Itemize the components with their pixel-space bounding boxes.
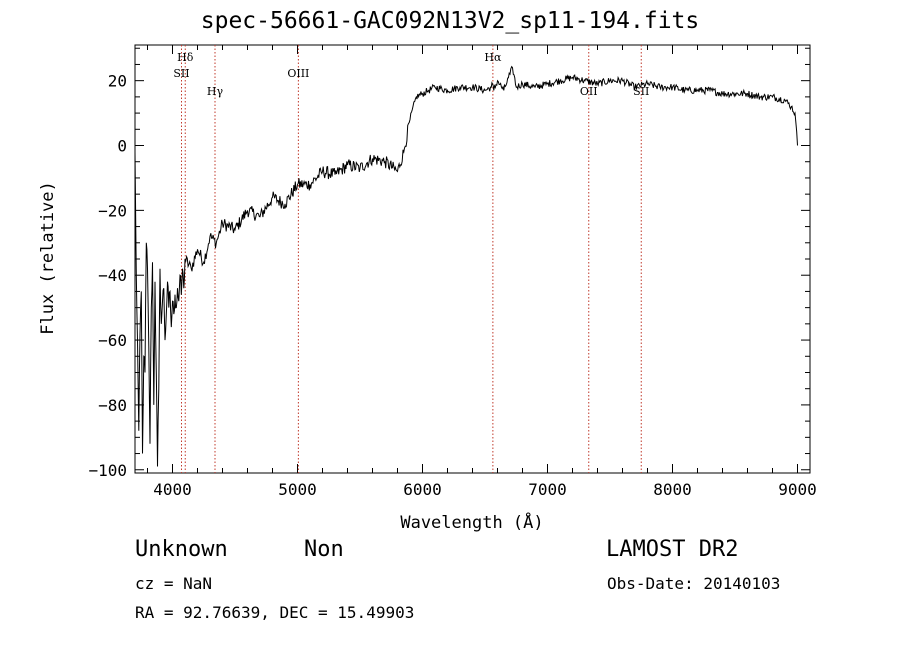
y-tick-label: −60 [98, 331, 127, 350]
chart-title: spec-56661-GAC092N13V2_sp11-194.fits [200, 8, 700, 34]
x-tick-label: 9000 [778, 480, 817, 499]
y-tick-label: 20 [108, 72, 127, 91]
spectral-line-label: Hδ [177, 51, 194, 64]
object-subclass: Non [304, 537, 344, 562]
spectral-line-label: Hα [484, 51, 502, 64]
x-tick-label: 4000 [153, 480, 192, 499]
y-tick-label: −80 [98, 396, 127, 415]
plot-frame [134, 44, 811, 474]
spectral-line-label: Hγ [207, 85, 224, 98]
y-tick-label: −100 [88, 461, 127, 480]
ra-dec-coordinates: RA = 92.76639, DEC = 15.49903 [135, 603, 415, 622]
x-axis-label: Wavelength (Å) [400, 511, 543, 533]
spectral-line-label: SII [173, 67, 189, 80]
x-tick-label: 7000 [528, 480, 567, 499]
spectrum-line [134, 65, 798, 467]
axes: 4000 5000 6000 7000 8000 9000 −100 −80 −60 −40 −20… [88, 44, 817, 499]
y-tick-label: −20 [98, 201, 127, 220]
object-class: Unknown [135, 537, 228, 562]
y-tick-label: −40 [98, 266, 127, 285]
y-tick-label: 0 [117, 137, 127, 156]
x-tick-label: 8000 [653, 480, 692, 499]
spectral-line-label: OII [580, 85, 598, 98]
redshift-cz: cz = NaN [135, 574, 213, 593]
spectral-line-label: OIII [287, 67, 309, 80]
spectrum-series [134, 65, 798, 467]
observation-date: Obs-Date: 20140103 [607, 574, 781, 593]
survey-name: LAMOST DR2 [606, 537, 739, 562]
x-tick-label: 6000 [403, 480, 442, 499]
y-axis-label: Flux (relative) [38, 181, 58, 335]
x-tick-label: 5000 [278, 480, 317, 499]
